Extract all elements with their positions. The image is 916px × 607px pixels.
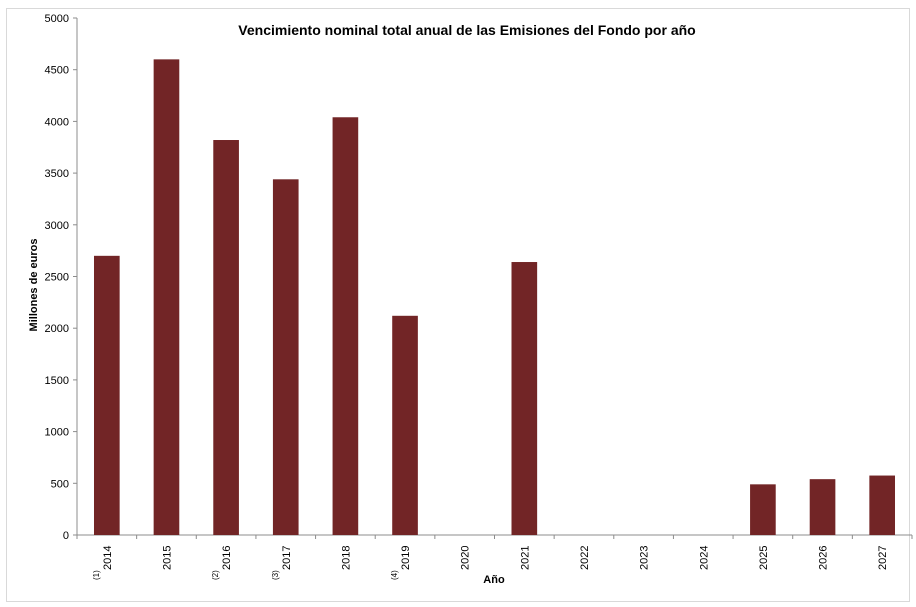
x-tick-label: 2027 — [877, 546, 889, 570]
y-tick-label: 5000 — [45, 13, 69, 25]
bar-2019 — [392, 315, 418, 535]
chart-title: Vencimiento nominal total anual de las E… — [238, 22, 695, 38]
y-tick-label: 1500 — [45, 375, 69, 387]
x-tick-label: 2021 — [519, 546, 531, 570]
x-tick-label: 2020 — [460, 546, 472, 570]
y-tick-label: 500 — [51, 478, 69, 490]
y-tick-label: 4500 — [45, 65, 69, 77]
bar-2014 — [93, 255, 120, 535]
x-tick-label: 2019 — [400, 546, 412, 570]
bar-2026 — [809, 479, 836, 535]
bar-2021 — [511, 262, 538, 535]
x-tick-label: 2024 — [698, 546, 710, 570]
bar-2025 — [750, 484, 776, 535]
x-tick-label: 2026 — [818, 546, 830, 570]
x-tick-label: 2016 — [221, 546, 233, 570]
x-tick-label: 2025 — [758, 546, 770, 570]
x-tick-label: 2017 — [281, 546, 293, 570]
x-tick-footnote: (2) — [211, 570, 220, 580]
y-tick-label: 2000 — [45, 323, 69, 335]
x-tick-footnote: (1) — [92, 570, 101, 580]
x-tick-label: 2022 — [579, 546, 591, 570]
x-tick-footnote: (3) — [271, 570, 280, 580]
y-tick-label: 4000 — [45, 116, 69, 128]
x-tick-label: 2023 — [639, 546, 651, 570]
x-axis-label: Año — [483, 574, 505, 586]
y-tick-label: 3000 — [45, 220, 69, 232]
y-tick-label: 2500 — [45, 272, 69, 284]
bar-2015 — [153, 59, 180, 536]
y-tick-label: 0 — [63, 530, 69, 542]
x-tick-label: 2018 — [340, 546, 352, 570]
bar-2027 — [869, 475, 896, 535]
y-axis-label: Millones de euros — [28, 239, 40, 332]
bar-2017 — [272, 179, 299, 535]
y-tick-label: 1000 — [45, 427, 69, 439]
x-tick-label: 2014 — [102, 546, 114, 570]
x-tick-label: 2015 — [161, 546, 173, 570]
bar-2018 — [332, 117, 359, 535]
y-tick-label: 3500 — [45, 168, 69, 180]
bar-2016 — [213, 140, 239, 535]
x-tick-footnote: (4) — [390, 570, 399, 580]
